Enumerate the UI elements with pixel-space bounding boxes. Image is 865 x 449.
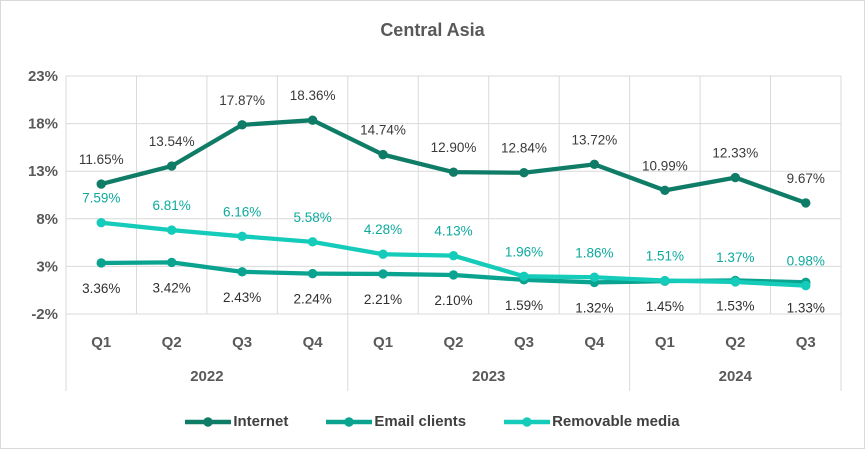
data-label-internet: 12.84% (501, 141, 547, 156)
data-label-email-clients: 2.24% (293, 292, 331, 307)
data-point-internet (378, 149, 388, 160)
x-axis-quarter-label: Q3 (232, 334, 252, 351)
data-label-internet: 18.36% (290, 88, 336, 103)
data-point-removable-media (519, 271, 529, 282)
data-label-email-clients: 2.10% (434, 293, 472, 308)
data-label-internet: 13.54% (149, 134, 195, 149)
data-label-internet: 10.99% (642, 158, 688, 173)
legend-series-marker-icon (185, 416, 232, 427)
x-axis-quarter-label: Q3 (796, 334, 816, 351)
data-label-removable-media: 0.98% (787, 254, 825, 269)
data-label-removable-media: 1.37% (716, 250, 754, 265)
legend-series-marker-icon (326, 416, 373, 427)
x-axis-quarter-label: Q2 (162, 334, 182, 351)
data-label-internet: 11.65% (79, 152, 124, 167)
data-label-internet: 17.87% (219, 93, 265, 108)
data-label-email-clients: 1.59% (505, 298, 543, 313)
data-label-removable-media: 1.86% (575, 245, 613, 260)
data-label-removable-media: 4.13% (434, 224, 472, 239)
data-point-email-clients (307, 268, 318, 279)
data-label-email-clients: 1.53% (716, 298, 754, 313)
data-label-email-clients: 1.45% (646, 299, 684, 314)
data-label-removable-media: 1.96% (505, 244, 543, 259)
data-point-removable-media (448, 250, 459, 261)
legend-item-label: Internet (233, 413, 289, 430)
chart-title: Central Asia (380, 20, 485, 40)
x-axis-year-label: 2023 (472, 368, 505, 385)
legend-item-label: Email clients (374, 413, 467, 430)
y-axis-tick-label: 23% (28, 68, 58, 85)
x-axis-quarter-label: Q4 (584, 334, 605, 351)
data-point-email-clients (448, 270, 459, 280)
data-label-internet: 12.33% (712, 146, 758, 161)
data-point-email-clients (378, 269, 388, 279)
x-axis-quarter-label: Q2 (443, 334, 463, 351)
y-axis-tick-label: 8% (36, 211, 58, 228)
data-point-internet (730, 172, 741, 183)
data-point-internet (166, 161, 177, 171)
legend-item-removable-media: Removable media (504, 413, 680, 430)
data-point-removable-media (801, 280, 811, 291)
data-label-internet: 14.74% (360, 123, 406, 138)
data-label-internet: 13.72% (572, 132, 618, 147)
data-point-internet (660, 185, 670, 196)
data-label-internet: 9.67% (787, 171, 825, 186)
data-label-removable-media: 1.51% (646, 249, 684, 264)
data-label-email-clients: 2.21% (364, 292, 402, 307)
data-point-internet (307, 115, 318, 125)
data-point-email-clients (166, 257, 177, 268)
data-label-email-clients: 1.32% (575, 300, 613, 315)
data-label-email-clients: 2.43% (223, 290, 261, 305)
x-axis-quarter-label: Q1 (91, 334, 111, 351)
data-point-removable-media (378, 249, 388, 259)
data-label-email-clients: 3.42% (153, 280, 191, 295)
data-point-internet (448, 167, 459, 177)
data-label-email-clients: 1.33% (787, 300, 825, 315)
x-axis-quarter-label: Q3 (514, 334, 534, 351)
data-point-removable-media (589, 272, 600, 282)
x-axis-year-label: 2022 (190, 368, 223, 385)
data-label-removable-media: 7.59% (82, 191, 120, 206)
legend-item-internet: Internet (185, 413, 288, 430)
data-label-internet: 12.90% (431, 140, 477, 155)
data-point-email-clients (96, 258, 106, 268)
y-axis-tick-label: 13% (28, 163, 58, 180)
data-point-removable-media (307, 237, 318, 247)
x-axis-quarter-label: Q2 (725, 334, 745, 351)
data-point-removable-media (96, 218, 106, 228)
data-point-internet (801, 198, 811, 208)
legend-item-email-clients: Email clients (326, 413, 466, 430)
legend-item-label: Removable media (552, 413, 680, 430)
data-label-email-clients: 3.36% (82, 281, 120, 296)
data-point-internet (519, 168, 529, 178)
x-axis-year-label: 2024 (719, 368, 753, 385)
data-point-email-clients (237, 267, 247, 277)
data-label-removable-media: 6.16% (223, 204, 261, 219)
y-axis-tick-label: 3% (36, 258, 58, 275)
data-label-removable-media: 6.81% (153, 198, 191, 213)
data-point-removable-media (730, 277, 741, 287)
y-axis-tick-label: 18% (28, 116, 58, 133)
y-axis-tick-label: -2% (31, 306, 58, 323)
data-point-removable-media (237, 231, 247, 242)
x-axis-quarter-label: Q4 (303, 334, 324, 351)
data-point-internet (589, 159, 600, 170)
data-point-removable-media (660, 275, 670, 286)
legend-series-marker-icon (504, 416, 551, 427)
data-point-internet (237, 120, 247, 130)
data-label-removable-media: 4.28% (364, 222, 402, 237)
data-point-removable-media (166, 225, 177, 235)
x-axis-quarter-label: Q1 (655, 334, 675, 351)
data-label-removable-media: 5.58% (293, 210, 331, 225)
legend: Internet Email clients Removable media (1, 413, 864, 430)
data-point-internet (96, 179, 106, 189)
x-axis-quarter-label: Q1 (373, 334, 393, 351)
